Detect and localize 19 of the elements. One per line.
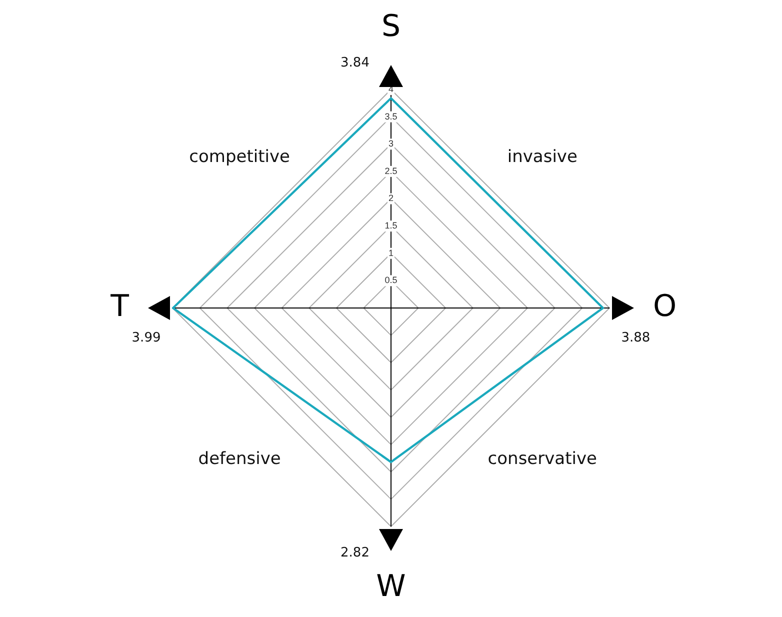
- y-tick-label: 2: [388, 193, 394, 204]
- text: competitive: [189, 146, 290, 167]
- spoke-label: O: [653, 288, 677, 324]
- spoke-label: W: [376, 568, 406, 604]
- text: defensive: [198, 449, 281, 470]
- text: 2.82: [340, 545, 370, 560]
- y-tick-label: 1: [388, 248, 394, 258]
- y-tick-label: 3: [388, 138, 394, 149]
- text: 3.88: [621, 330, 650, 346]
- y-tick-label: 3.5: [384, 111, 398, 122]
- spoke-label: S: [381, 8, 401, 44]
- text: 3.84: [340, 56, 370, 71]
- text: 3.99: [132, 330, 161, 346]
- y-tick-label: 0.5: [384, 275, 398, 286]
- text: invasive: [507, 146, 578, 167]
- y-tick-label: 1.5: [384, 220, 398, 231]
- text: conservative: [488, 449, 598, 470]
- spoke-label: T: [110, 288, 130, 324]
- y-tick-label: 2.5: [384, 166, 398, 176]
